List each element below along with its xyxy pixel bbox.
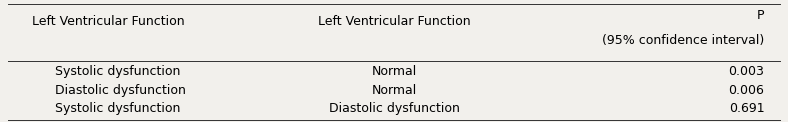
Text: (95% confidence interval): (95% confidence interval)	[602, 34, 764, 47]
Text: Normal: Normal	[371, 84, 417, 97]
Text: Diastolic dysfunction: Diastolic dysfunction	[329, 102, 459, 115]
Text: Systolic dysfunction: Systolic dysfunction	[55, 66, 180, 78]
Text: 0.691: 0.691	[729, 102, 764, 115]
Text: Left Ventricular Function: Left Ventricular Function	[32, 15, 184, 28]
Text: Diastolic dysfunction: Diastolic dysfunction	[55, 84, 186, 97]
Text: Systolic dysfunction: Systolic dysfunction	[55, 102, 180, 115]
Text: Left Ventricular Function: Left Ventricular Function	[318, 15, 470, 28]
Text: 0.006: 0.006	[728, 84, 764, 97]
Text: Normal: Normal	[371, 66, 417, 78]
Text: 0.003: 0.003	[728, 66, 764, 78]
Text: P: P	[756, 9, 764, 22]
